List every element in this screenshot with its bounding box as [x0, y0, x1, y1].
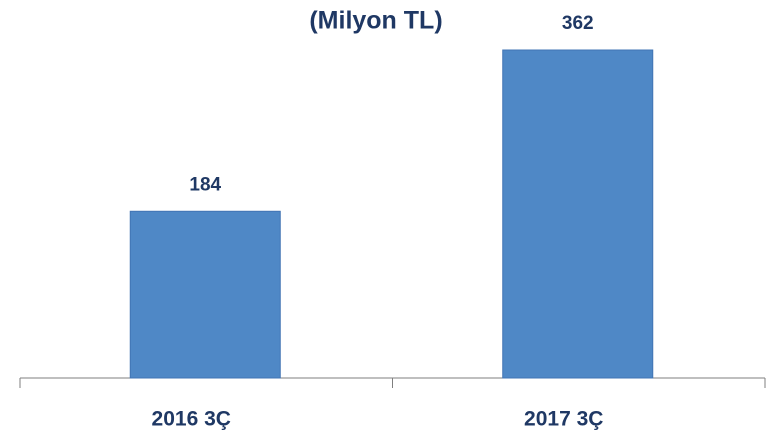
x-tick-label: 2016 3Ç [152, 408, 231, 431]
x-tick-label: 2017 3Ç [524, 408, 603, 431]
data-label: 184 [189, 174, 221, 195]
bar [129, 210, 281, 379]
chart-title: (Milyon TL) [309, 7, 442, 35]
bar [502, 49, 654, 379]
data-label: 362 [562, 13, 594, 34]
